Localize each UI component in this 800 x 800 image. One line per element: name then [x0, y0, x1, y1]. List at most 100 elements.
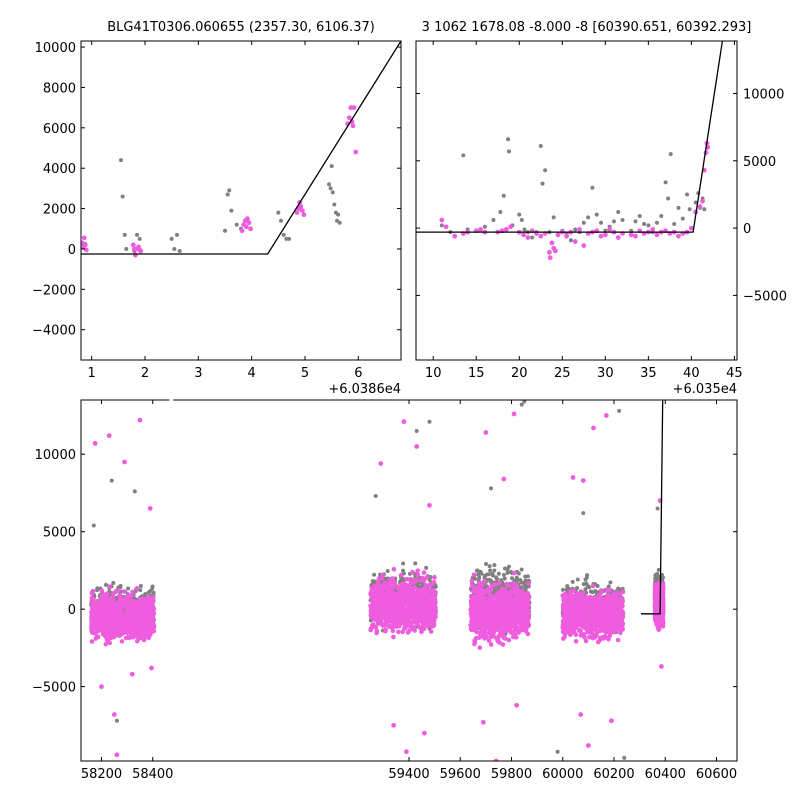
data-point-magenta: [110, 603, 116, 608]
data-point-magenta: [107, 615, 112, 621]
data-point-gray: [234, 222, 239, 227]
data-point-gray: [595, 584, 600, 589]
data-point-gray: [372, 572, 377, 577]
data-point-gray: [551, 215, 556, 220]
data-point-magenta: [376, 617, 382, 623]
data-point-gray: [279, 218, 283, 223]
data-point-magenta: [504, 590, 509, 596]
data-point-magenta: [424, 574, 430, 580]
data-point-magenta: [491, 616, 497, 622]
data-point-magenta: [393, 596, 399, 601]
data-point-magenta: [497, 616, 502, 621]
data-point-gray: [523, 574, 528, 579]
data-point-gray: [148, 589, 153, 594]
data-point-magenta: [104, 637, 110, 643]
data-point-magenta: [497, 629, 503, 634]
data-point-magenta: [144, 596, 149, 602]
data-point-magenta: [607, 227, 613, 232]
data-point-gray: [496, 585, 501, 590]
data-point-magenta: [376, 621, 381, 626]
data-point-magenta: [373, 624, 379, 630]
data-point-magenta: [137, 603, 142, 608]
data-point-magenta: [139, 599, 145, 604]
data-point-magenta: [374, 628, 380, 634]
data-point-magenta: [421, 609, 426, 615]
data-point-magenta: [100, 631, 106, 636]
data-point-magenta: [380, 573, 386, 578]
data-point-magenta: [482, 636, 487, 641]
data-point-magenta: [401, 621, 407, 626]
data-point-gray: [540, 181, 545, 186]
data-point-magenta: [492, 582, 498, 588]
data-point-magenta: [495, 602, 500, 608]
data-point-magenta: [415, 588, 421, 593]
data-point-magenta: [90, 600, 95, 605]
data-point-gray: [517, 212, 522, 217]
data-point-gray: [606, 584, 611, 589]
data-point-magenta: [119, 612, 125, 617]
data-point-magenta: [431, 622, 437, 628]
data-point-gray: [225, 192, 230, 197]
data-point-gray: [118, 585, 123, 590]
data-point-magenta: [406, 577, 412, 582]
data-point-gray: [122, 232, 127, 237]
data-point-magenta: [150, 597, 156, 603]
data-point-gray: [588, 589, 593, 594]
data-point-gray: [169, 236, 174, 241]
data-point-gray: [126, 586, 131, 591]
data-point-gray: [492, 568, 497, 573]
data-point-gray: [568, 238, 573, 243]
data-point-magenta: [393, 624, 399, 630]
data-point-magenta: [142, 611, 147, 617]
data-point-magenta: [581, 243, 587, 248]
data-point-magenta: [119, 639, 125, 644]
data-point-magenta: [411, 580, 417, 585]
data-point-gray: [505, 567, 510, 572]
data-point-magenta: [503, 636, 508, 641]
data-point-magenta: [372, 592, 378, 597]
data-point-gray: [611, 219, 616, 224]
data-point-gray: [337, 220, 342, 225]
data-point-magenta: [428, 618, 434, 624]
data-point-gray: [424, 565, 429, 570]
data-point-gray: [590, 185, 595, 190]
data-point-gray: [119, 158, 123, 163]
chart-title: BLG41T0306.060655 (2357.30, 6106.37): [107, 20, 375, 35]
data-point-magenta: [127, 620, 132, 625]
data-point-magenta: [503, 605, 509, 610]
data-point-gray: [581, 220, 586, 225]
data-point-magenta: [386, 602, 392, 607]
data-point-magenta: [472, 641, 477, 647]
data-point-magenta: [114, 588, 119, 594]
data-point-gray: [501, 573, 506, 578]
data-point-magenta: [93, 617, 99, 622]
data-point-magenta: [482, 632, 487, 637]
data-point-gray: [522, 580, 527, 585]
data-point-magenta: [494, 592, 500, 598]
data-point-magenta: [381, 585, 387, 591]
top-right-light-curve-panel: 10 15 20 25 30 35 40 45−50000500010000+6.035e43…: [415, 20, 787, 397]
data-point-gray: [336, 212, 341, 217]
data-point-magenta: [419, 598, 424, 603]
data-point-magenta: [243, 224, 249, 230]
data-point-magenta: [500, 606, 505, 611]
data-point-magenta: [469, 624, 475, 629]
data-point-magenta: [521, 232, 526, 238]
y-tick-label: −5000: [743, 289, 787, 304]
data-point-magenta: [478, 227, 483, 232]
data-point-magenta: [501, 625, 507, 631]
data-point-magenta: [388, 588, 394, 594]
data-point-magenta: [121, 629, 127, 635]
data-point-magenta: [564, 233, 570, 239]
data-point-gray: [482, 224, 487, 229]
data-point-magenta: [488, 627, 493, 633]
data-point-magenta: [423, 621, 428, 627]
y-tick-label: 5000: [743, 155, 776, 170]
data-point-gray: [538, 143, 543, 148]
data-point-gray: [505, 570, 510, 575]
data-point-magenta: [480, 613, 486, 618]
data-point-magenta: [546, 249, 552, 255]
data-point-magenta: [137, 624, 143, 630]
y-tick-label: 6000: [43, 122, 76, 137]
data-point-magenta: [112, 621, 118, 627]
